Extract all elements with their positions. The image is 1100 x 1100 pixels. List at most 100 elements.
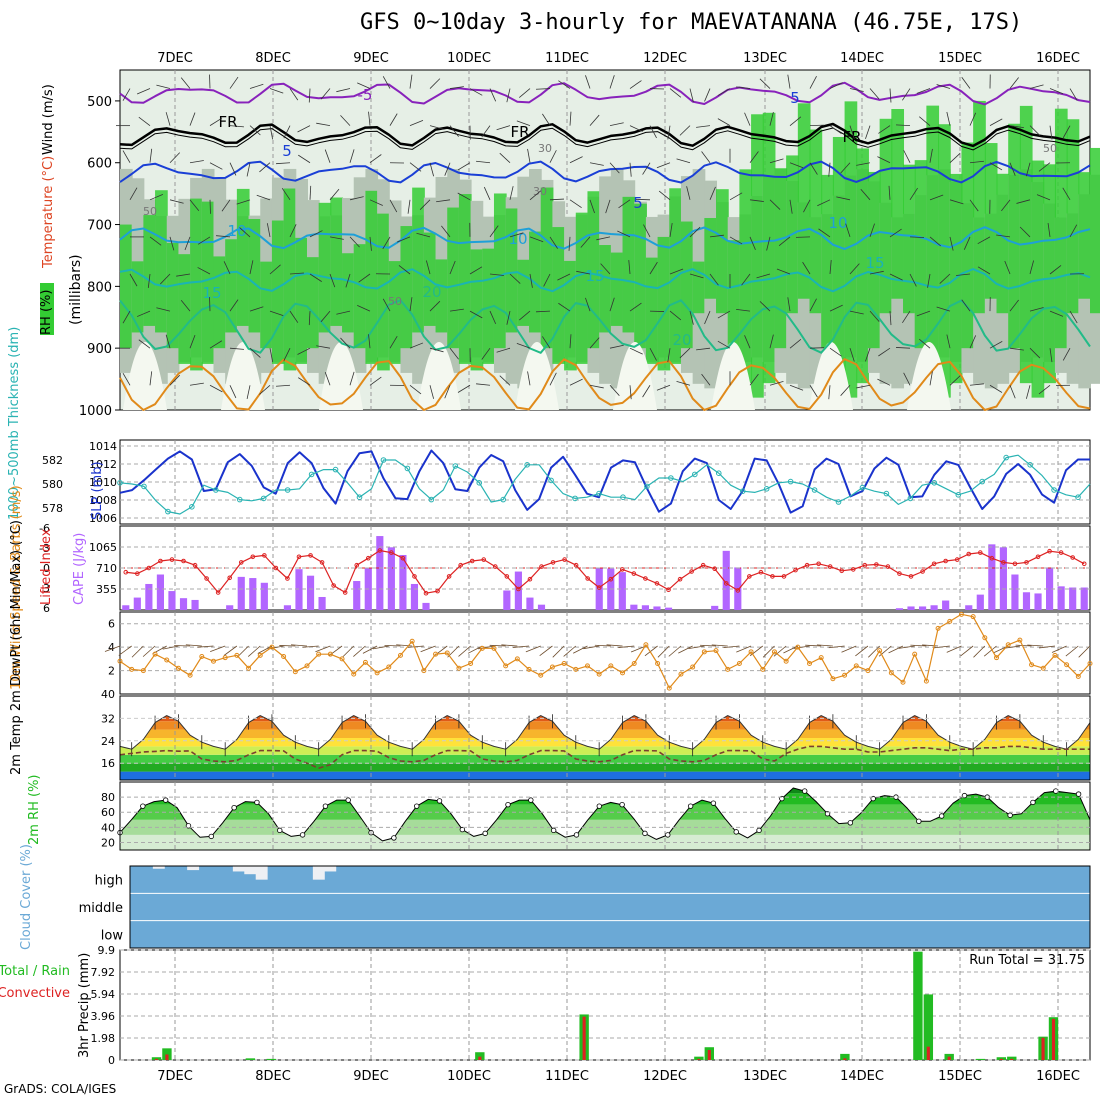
wind-speed-point (655, 661, 661, 667)
panel-frame (119, 695, 1091, 781)
wind-barb (382, 298, 391, 312)
cloud-row-label: high (95, 874, 123, 889)
rh-green-cell (751, 114, 764, 398)
surface-wind-barb (973, 645, 986, 658)
wind-barb (1049, 310, 1064, 317)
wind-barb (989, 384, 1003, 393)
thickness-point (668, 475, 674, 481)
isotherm-label: 10 (828, 214, 847, 232)
wind-speed-point (374, 670, 380, 676)
rh-green-cell (610, 252, 624, 326)
cape-bar (168, 591, 176, 610)
cloud-cell-high (324, 866, 337, 872)
surface-wind-barb (841, 645, 857, 653)
wind-barb (169, 236, 175, 251)
wind-barb (246, 162, 251, 177)
wind-barb (329, 273, 336, 288)
wind-barb (656, 384, 671, 391)
surface-wind-barb (573, 645, 588, 654)
wind-barb (316, 122, 331, 127)
thickness-point (500, 496, 507, 503)
lifted-index-point (931, 561, 937, 567)
wind-barb (759, 301, 771, 312)
wind-barb (849, 348, 855, 362)
surface-wind-barb (501, 644, 518, 647)
precip-tick-label: 0 (108, 1054, 115, 1067)
wind-barb (929, 371, 933, 386)
wind-barb (444, 162, 451, 176)
rh-green-cell (166, 242, 180, 349)
x-tick-label-bottom: 9DEC (353, 1069, 389, 1084)
temp-band (120, 729, 1090, 738)
rh-point (231, 804, 237, 811)
wind-barb (778, 236, 791, 247)
rh-green-cell (388, 261, 402, 364)
wind-barb (549, 150, 557, 163)
cape-bar (249, 578, 257, 610)
isotherm-label: 15 (202, 284, 221, 302)
wind-barb (189, 112, 196, 126)
wind-barb (249, 260, 254, 275)
x-tick-label-bottom: 10DEC (447, 1069, 491, 1084)
wind-barb (949, 236, 954, 251)
lifted-index-point (816, 561, 821, 567)
surface-wind-barb (302, 645, 319, 648)
thickness-point (955, 492, 962, 498)
wind-barb (558, 302, 571, 312)
wind-barb (407, 199, 411, 214)
wind-barb (909, 236, 925, 239)
wind-barb (320, 310, 331, 323)
isotherm-label: 10 (227, 222, 246, 240)
wind-barb (409, 162, 422, 172)
surface-wind-barb (922, 644, 939, 647)
wind-speed-point (187, 672, 193, 678)
wind-barb (189, 382, 204, 386)
wind-barb (509, 186, 514, 200)
rh-point (938, 813, 945, 819)
lifted-index-point (631, 571, 637, 576)
lifted-index-point (389, 550, 394, 555)
surface-wind-barb (1078, 645, 1091, 658)
wind-barb (849, 263, 860, 275)
wind-barb (919, 338, 931, 349)
wind-barb (589, 199, 595, 214)
wind-barb (1047, 222, 1051, 237)
cape-tick-label: 710 (96, 562, 117, 575)
wind-speed-point (304, 663, 310, 669)
rh-green-cell (447, 207, 460, 349)
wind-barb (776, 268, 791, 275)
wind-speed-point (608, 663, 614, 669)
rh-contour-label: 50 (1043, 142, 1057, 155)
wind-speed-point (900, 679, 906, 685)
isotherm-label: 15 (865, 254, 884, 272)
wind-barb (409, 120, 424, 127)
wind-speed-point (397, 652, 403, 658)
wind-barb (649, 261, 658, 275)
wind-barb (989, 162, 1003, 171)
x-tick-label: 11DEC (545, 51, 589, 66)
lifted-index-point (123, 569, 129, 575)
wind-barb (676, 158, 691, 164)
lifted-index-point (412, 574, 417, 579)
surface-wind-barb (855, 645, 869, 657)
surface-wind-barb (552, 645, 565, 658)
wind-barb (229, 347, 244, 350)
wind-barb (297, 347, 311, 355)
x-tick-label: 12DEC (643, 51, 687, 66)
wind-tick-label: 4 (108, 641, 115, 654)
wind-speed-point (433, 651, 439, 657)
wind-barb (549, 198, 565, 201)
rh-point (619, 801, 625, 808)
cape-bar (410, 583, 419, 610)
wind-barb (656, 162, 671, 169)
thickness-point (284, 487, 291, 493)
precip-total-bar (975, 1058, 986, 1060)
rh-green-cell (342, 253, 355, 333)
wind-barb (569, 378, 583, 386)
cloud-cell-high (232, 866, 245, 872)
wind-speed-point (678, 671, 684, 677)
wind-barb (689, 273, 704, 279)
temp-axis-label: 2m Temp 2m DewPt (6hr Min/Max) (°C) (9, 520, 24, 775)
wind-barb (197, 267, 211, 275)
